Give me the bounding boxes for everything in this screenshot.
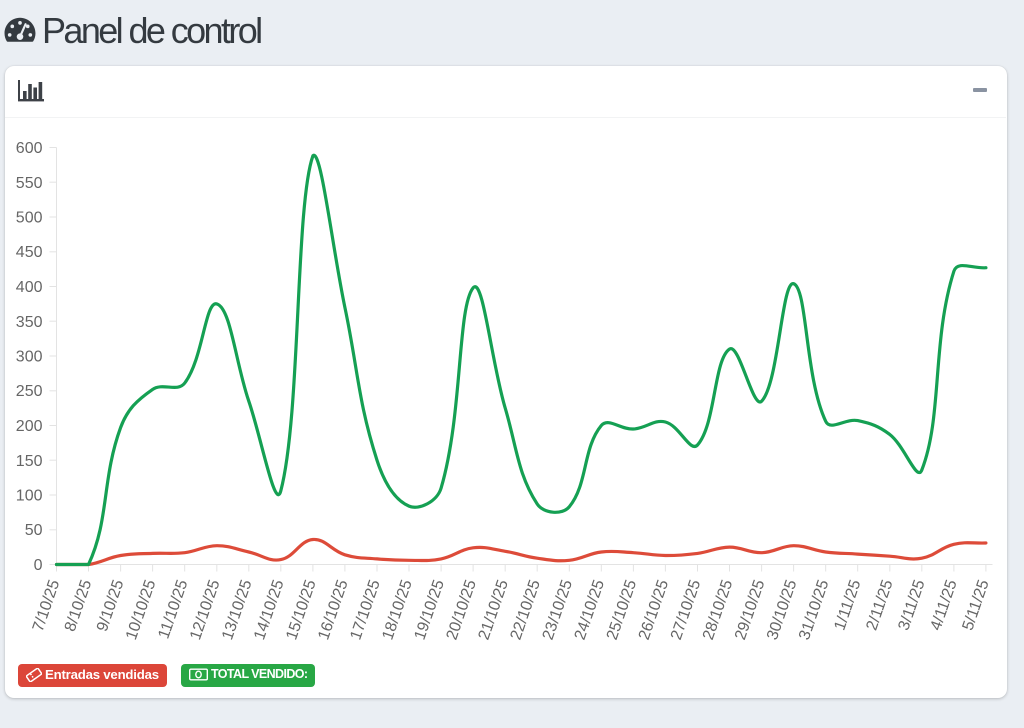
svg-text:550: 550	[16, 175, 43, 192]
svg-text:7/10/25: 7/10/25	[30, 578, 63, 634]
svg-text:0: 0	[34, 557, 43, 574]
svg-text:13/10/25: 13/10/25	[219, 578, 255, 643]
svg-text:18/10/25: 18/10/25	[379, 578, 415, 643]
svg-text:10/10/25: 10/10/25	[123, 578, 159, 643]
svg-text:200: 200	[16, 418, 43, 435]
svg-text:9/10/25: 9/10/25	[94, 578, 127, 634]
svg-text:22/10/25: 22/10/25	[508, 578, 544, 643]
svg-text:1/11/25: 1/11/25	[831, 578, 864, 633]
svg-text:26/10/25: 26/10/25	[636, 578, 672, 643]
svg-text:20/10/25: 20/10/25	[444, 578, 480, 643]
svg-text:31/10/25: 31/10/25	[796, 578, 832, 643]
svg-text:28/10/25: 28/10/25	[700, 578, 736, 643]
svg-text:450: 450	[16, 244, 43, 261]
svg-text:250: 250	[16, 383, 43, 400]
svg-text:4/11/25: 4/11/25	[928, 578, 961, 633]
svg-text:27/10/25: 27/10/25	[668, 578, 704, 643]
svg-text:15/10/25: 15/10/25	[283, 578, 319, 643]
svg-text:17/10/25: 17/10/25	[347, 578, 383, 643]
svg-text:29/10/25: 29/10/25	[732, 578, 768, 643]
svg-text:300: 300	[16, 349, 43, 366]
svg-text:21/10/25: 21/10/25	[476, 578, 512, 643]
svg-text:11/10/25: 11/10/25	[156, 578, 192, 641]
svg-text:400: 400	[16, 279, 43, 296]
svg-text:30/10/25: 30/10/25	[764, 578, 800, 643]
svg-text:50: 50	[25, 522, 43, 539]
svg-text:12/10/25: 12/10/25	[187, 578, 223, 643]
svg-text:23/10/25: 23/10/25	[540, 578, 576, 643]
svg-text:16/10/25: 16/10/25	[315, 578, 351, 643]
svg-text:2/11/25: 2/11/25	[864, 578, 897, 633]
svg-text:3/11/25: 3/11/25	[896, 578, 929, 633]
svg-text:5/11/25: 5/11/25	[960, 578, 993, 633]
svg-text:19/10/25: 19/10/25	[412, 578, 448, 643]
svg-text:14/10/25: 14/10/25	[251, 578, 287, 643]
svg-text:350: 350	[16, 314, 43, 331]
svg-text:600: 600	[16, 140, 43, 157]
svg-text:25/10/25: 25/10/25	[604, 578, 640, 643]
svg-text:150: 150	[16, 453, 43, 470]
svg-text:500: 500	[16, 210, 43, 227]
svg-text:8/10/25: 8/10/25	[62, 578, 95, 634]
svg-text:100: 100	[16, 488, 43, 505]
svg-text:24/10/25: 24/10/25	[572, 578, 608, 643]
